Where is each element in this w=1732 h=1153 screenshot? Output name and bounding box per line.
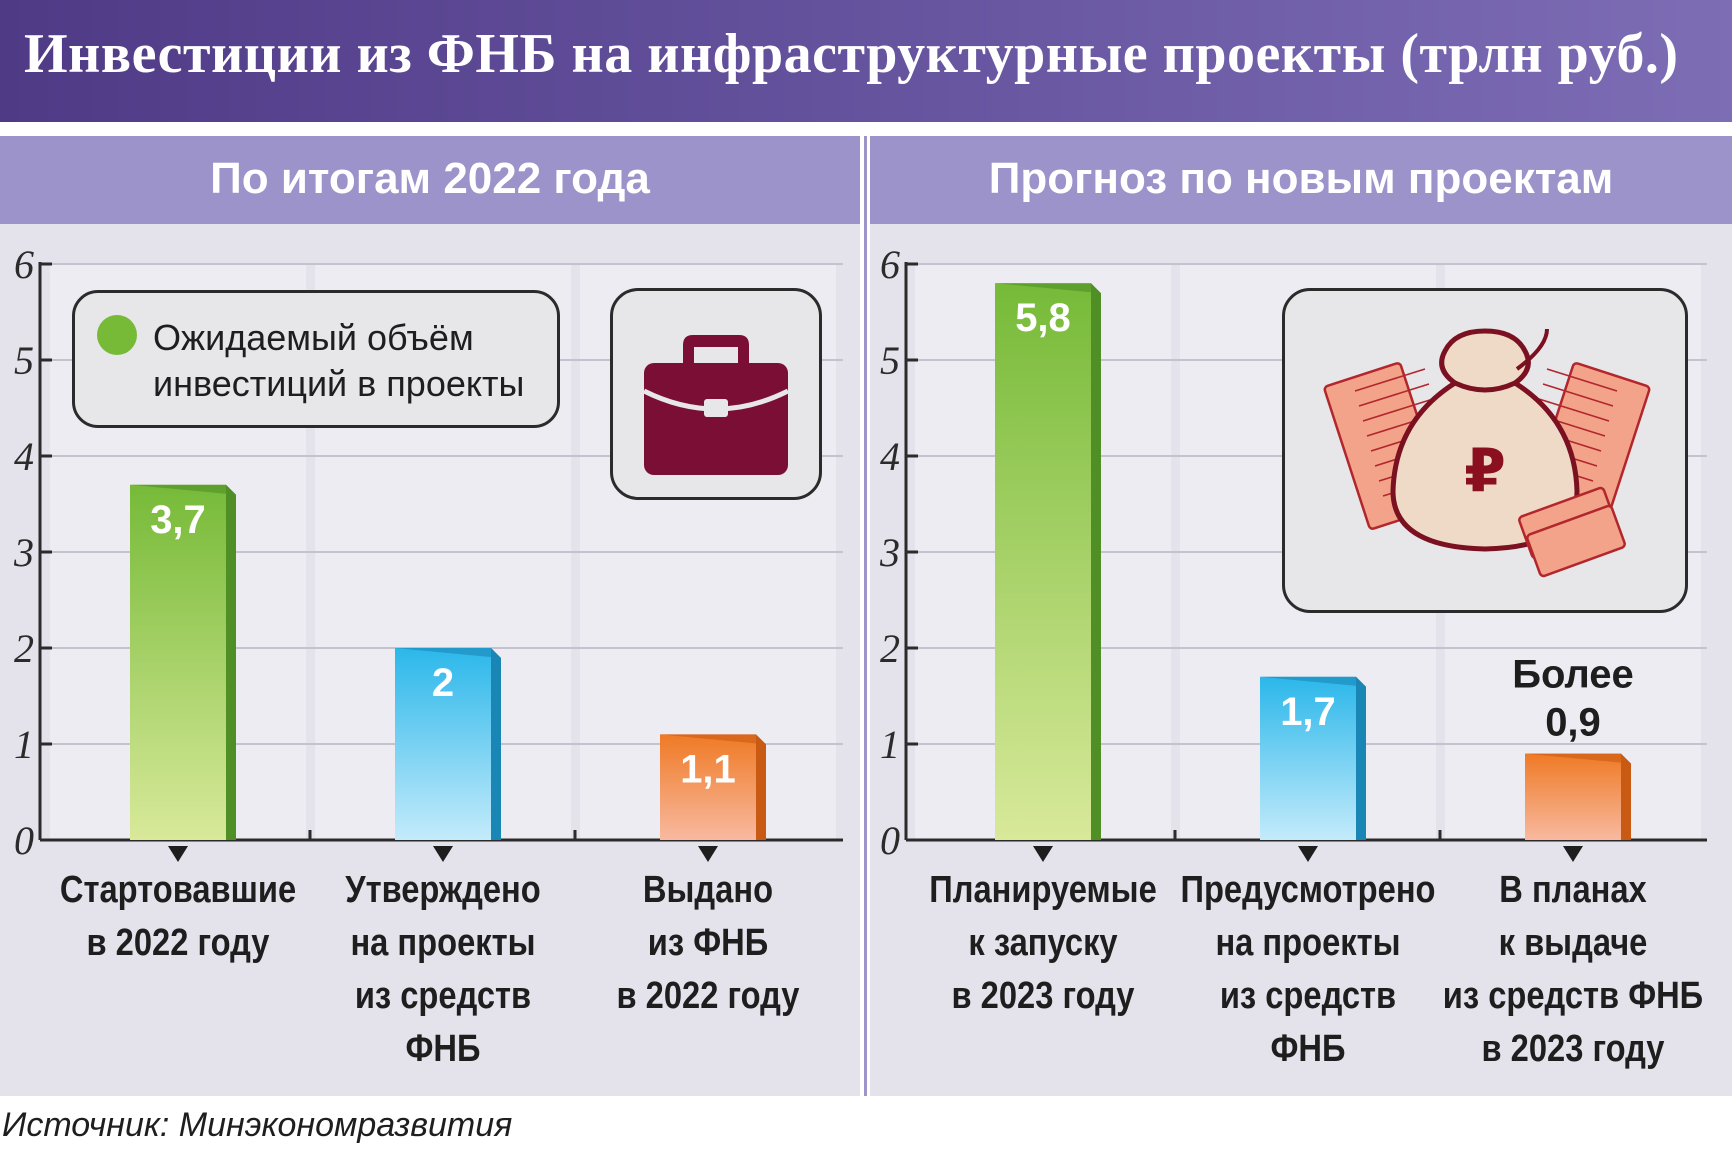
bar-top-bevel [130,484,236,495]
category-label: Выдано из ФНБ в 2022 году [616,869,800,1017]
bar [1260,676,1356,840]
bar-top-bevel [395,648,501,658]
bar [660,734,756,840]
svg-text:₽: ₽ [1464,436,1506,506]
y-tick-label: 6 [880,242,900,287]
y-tick-label: 4 [14,434,34,479]
category-marker [698,846,718,862]
legend-label: Ожидаемый объём инвестиций в проекты [153,317,525,404]
bar-side [1091,283,1101,840]
data-label: 0,9 [1545,701,1601,745]
money-bag-icon-box: ₽ [1282,288,1688,613]
y-tick-label: 0 [14,818,34,863]
bar-side [756,734,766,840]
bar-side [491,648,501,840]
category-marker [1033,846,1053,862]
y-tick-label: 6 [14,242,34,287]
bar [130,484,226,840]
category-label: Планируемые к запуску в 2023 году [929,869,1157,1017]
panel-title-left: По итогам 2022 года [210,154,650,203]
bar-side [1356,676,1366,840]
category-label: Стартовавшие в 2022 году [59,869,297,964]
y-tick-label: 2 [880,626,900,671]
data-label: 1,7 [1280,690,1336,734]
category-marker [168,846,188,862]
category-marker [1563,846,1583,862]
briefcase-icon-box [610,288,822,500]
ruble-money-bag-icon: ₽ [1323,328,1651,578]
bar-top-bevel [1260,676,1366,687]
y-tick-label: 5 [880,338,900,383]
category-label: Предусмотрено на проекты из средств ФНБ [1180,869,1436,1070]
bar-top-bevel [1525,753,1631,764]
title-bar: Инвестиции из ФНБ на инфраструктурные пр… [0,0,1732,122]
panel-header-right: Прогноз по новым проектам [870,136,1732,224]
bar-top-bevel [995,283,1101,294]
panel-header-left: По итогам 2022 года [0,136,860,224]
category-label: В планах к выдаче из средств ФНБ в 2023 … [1442,869,1704,1070]
category-label: Утверждено на проекты из средств ФНБ [345,869,541,1070]
bar [395,648,491,840]
data-label: 2 [432,661,454,705]
y-tick-label: 3 [879,530,900,575]
bar-side [226,484,236,840]
chart-title: Инвестиции из ФНБ на инфраструктурные пр… [24,23,1679,85]
bar [995,283,1091,840]
source-note: Источник: Минэкономразвития [2,1106,513,1144]
y-tick-label: 3 [13,530,34,575]
legend: Ожидаемый объём инвестиций в проекты [72,290,560,428]
y-tick-label: 4 [880,434,900,479]
bar-side [1621,753,1631,840]
y-tick-label: 1 [880,722,900,767]
data-label: 1,1 [680,747,736,791]
legend-swatch-green [97,315,137,355]
data-label: 5,8 [1015,296,1071,340]
y-tick-label: 5 [14,338,34,383]
data-label: Более [1512,653,1634,697]
y-tick-label: 1 [14,722,34,767]
category-marker [433,846,453,862]
bar [1525,753,1621,840]
y-tick-label: 0 [880,818,900,863]
data-label: 3,7 [150,498,206,542]
y-tick-label: 2 [14,626,34,671]
briefcase-icon [642,335,790,475]
category-marker [1298,846,1318,862]
panel-divider-line [864,136,867,1096]
bar-top-bevel [660,734,766,745]
panel-title-right: Прогноз по новым проектам [988,154,1614,203]
